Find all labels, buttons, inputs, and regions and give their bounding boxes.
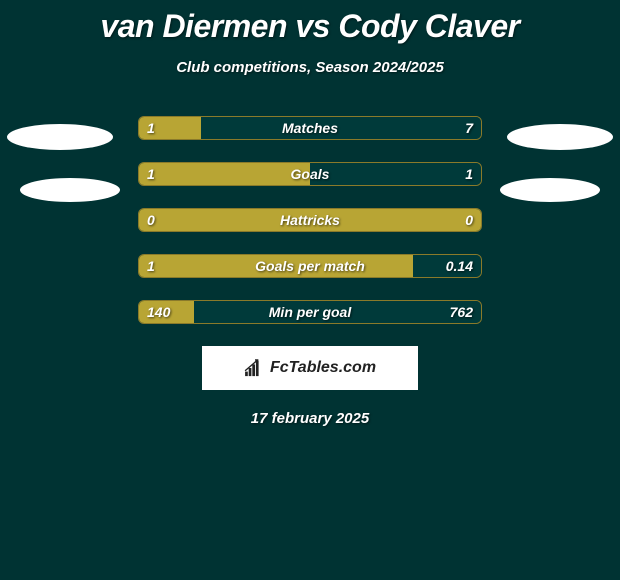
bar-container: Goals 1 1 — [138, 162, 482, 186]
stat-row: Goals 1 1 — [0, 162, 620, 186]
subtitle: Club competitions, Season 2024/2025 — [0, 59, 620, 76]
stat-value-right: 0.14 — [446, 258, 473, 274]
stat-label: Goals — [291, 166, 330, 182]
stat-label: Goals per match — [255, 258, 365, 274]
stat-value-left: 1 — [147, 166, 155, 182]
date-label: 17 february 2025 — [0, 410, 620, 427]
stat-row: Matches 1 7 — [0, 116, 620, 140]
stat-label: Hattricks — [280, 212, 340, 228]
stat-value-left: 0 — [147, 212, 155, 228]
page-title: van Diermen vs Cody Claver — [0, 0, 620, 45]
stat-row: Goals per match 1 0.14 — [0, 254, 620, 278]
stat-value-right: 0 — [465, 212, 473, 228]
stat-row: Hattricks 0 0 — [0, 208, 620, 232]
stat-value-right: 1 — [465, 166, 473, 182]
logo-text: FcTables.com — [270, 359, 376, 377]
bar-container: Goals per match 1 0.14 — [138, 254, 482, 278]
stat-value-left: 1 — [147, 258, 155, 274]
stat-value-right: 7 — [465, 120, 473, 136]
bar-container: Matches 1 7 — [138, 116, 482, 140]
bar-right-fill — [310, 163, 481, 185]
bar-right-fill — [201, 117, 481, 139]
stat-label: Min per goal — [269, 304, 351, 320]
stat-label: Matches — [282, 120, 338, 136]
stat-row: Min per goal 140 762 — [0, 300, 620, 324]
bar-container: Hattricks 0 0 — [138, 208, 482, 232]
stat-value-right: 762 — [450, 304, 473, 320]
logo-box: FcTables.com — [202, 346, 418, 390]
bars-icon — [244, 359, 266, 377]
bar-container: Min per goal 140 762 — [138, 300, 482, 324]
stat-value-left: 140 — [147, 304, 170, 320]
bar-left-fill — [139, 163, 310, 185]
comparison-chart: Matches 1 7 Goals 1 1 Hattricks 0 0 Goals per mat… — [0, 116, 620, 324]
stat-value-left: 1 — [147, 120, 155, 136]
